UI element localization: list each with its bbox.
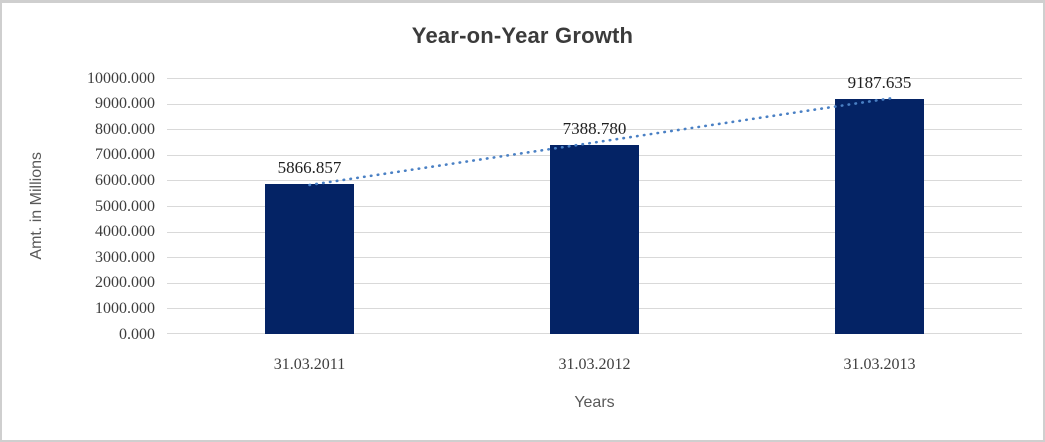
chart-title: Year-on-Year Growth — [411, 23, 634, 48]
y-tick-label: 4000.000 — [95, 223, 155, 241]
x-category-label: 31.03.2012 — [558, 356, 631, 373]
gridline — [167, 78, 1022, 79]
y-tick-label: 3000.000 — [95, 248, 155, 266]
bar-data-label: 5866.857 — [277, 157, 342, 177]
y-tick-label: 9000.000 — [95, 95, 155, 113]
y-tick-label: 2000.000 — [95, 274, 155, 292]
x-category-label: 31.03.2013 — [843, 356, 916, 373]
y-tick-label: 0.000 — [119, 325, 155, 343]
bar-31.03.2013 — [835, 98, 924, 334]
x-axis-title: Years — [574, 394, 615, 411]
y-tick-label: 7000.000 — [95, 146, 155, 164]
y-tick-label: 10000.000 — [87, 69, 155, 87]
plot-area: 5866.857 7388.780 9187.635 — [167, 73, 1022, 334]
y-tick-label: 6000.000 — [95, 171, 155, 189]
y-tick-label: 5000.000 — [95, 197, 155, 215]
y-tick-label: 8000.000 — [95, 120, 155, 138]
y-tick-label: 1000.000 — [95, 299, 155, 317]
bar-31.03.2012 — [550, 144, 639, 334]
bar-data-label: 9187.635 — [847, 72, 912, 92]
bar-31.03.2011 — [265, 183, 354, 334]
bar-data-label: 7388.780 — [562, 118, 627, 138]
x-category-label: 31.03.2011 — [273, 356, 346, 373]
